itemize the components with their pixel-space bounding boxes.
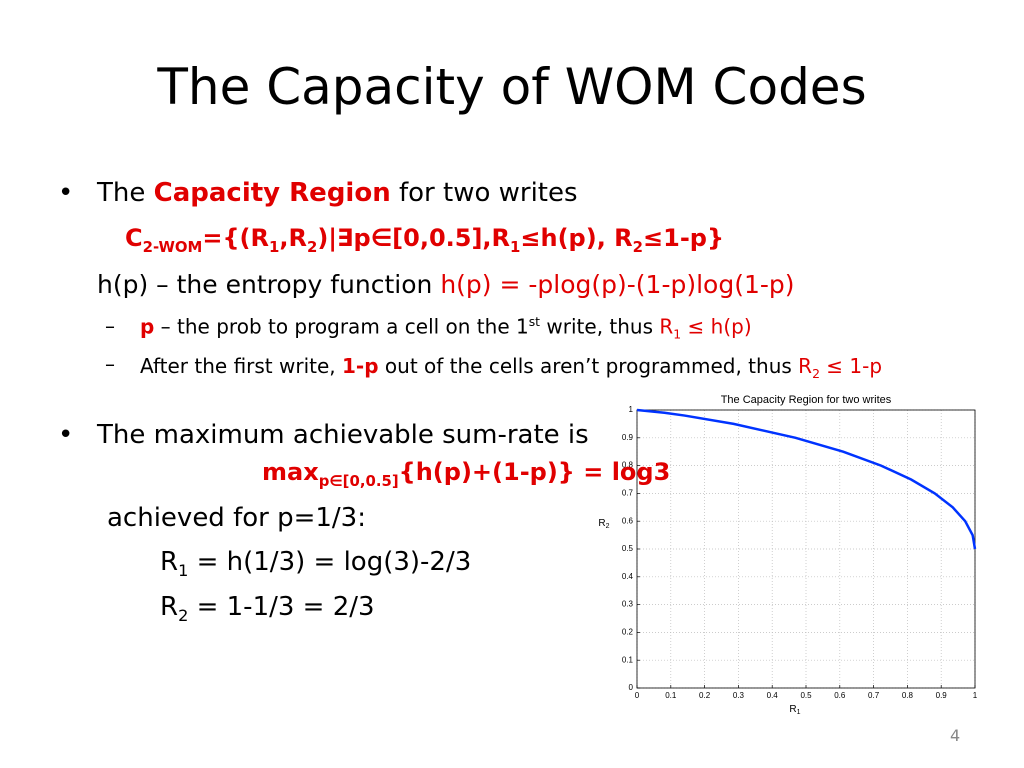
x-tick-label: 0.6 — [834, 691, 846, 700]
x-tick-label: 0.2 — [699, 691, 711, 700]
y-tick-label: 0.1 — [622, 655, 634, 664]
text: ≤h(p), R — [520, 224, 633, 252]
formula: C2-WOM={(R1,R2)|∃p∈[0,0.5],R1≤h(p), R2≤1… — [125, 224, 724, 256]
text-line: After the first write, 1-p out of the ce… — [140, 352, 980, 388]
y-tick-label: 0.9 — [622, 433, 634, 442]
x-tick-label: 0.7 — [868, 691, 880, 700]
x-label-sub: 1 — [797, 709, 801, 715]
y-label-part: R — [598, 518, 605, 529]
text: R — [659, 314, 674, 339]
y-tick-label: 0 — [629, 683, 634, 692]
x-tick-label: 0.5 — [800, 691, 812, 700]
chart: The Capacity Region for two writes R1 R2… — [590, 385, 990, 715]
subscript: 2 — [812, 366, 820, 381]
text: R — [160, 547, 179, 577]
bullet: • — [58, 420, 74, 450]
text: ≤ 1-p — [819, 354, 883, 378]
text: ≤ h(p) — [681, 314, 752, 339]
text: p — [140, 314, 155, 339]
subscript: 2 — [306, 237, 318, 256]
dash: – — [105, 314, 115, 338]
subscript: 1 — [178, 561, 189, 581]
text: 1-p — [342, 354, 379, 378]
x-axis-label: R1 — [789, 704, 800, 715]
x-tick-label: 0.8 — [902, 691, 914, 700]
text: h(p) – the entropy function — [97, 270, 441, 299]
text: write, thus — [540, 314, 660, 339]
y-label-sub: 2 — [606, 523, 610, 530]
text: ≤1-p} — [643, 224, 725, 252]
x-tick-label: 1 — [973, 691, 978, 700]
text: = 1-1/3 = 2/3 — [188, 592, 375, 622]
subscript: 2-WOM — [142, 237, 203, 256]
x-tick-label: 0.4 — [767, 691, 779, 700]
superscript: st — [528, 314, 541, 329]
text: C — [125, 224, 143, 252]
y-tick-label: 1 — [629, 405, 634, 414]
text: – the prob to program a cell on the 1 — [154, 314, 529, 339]
slide-title: The Capacity of WOM Codes — [157, 58, 867, 116]
x-tick-label: 0 — [635, 691, 640, 700]
text: for two writes — [390, 178, 578, 208]
formula: maxp∈[0,0.5]{h(p)+(1-p)} = log3 — [262, 458, 670, 490]
x-label-part: R — [789, 704, 796, 715]
text-line: The maximum achievable sum-rate is — [97, 420, 589, 450]
subscript: 1 — [510, 237, 521, 256]
text-line: achieved for p=1/3: — [107, 503, 366, 533]
text: )|∃p∈[0,0.5],R — [317, 224, 511, 252]
text: ,R — [279, 224, 307, 252]
bullet: • — [58, 178, 74, 208]
text: Capacity Region — [153, 178, 391, 208]
y-tick-label: 0.7 — [622, 489, 634, 498]
subscript: 1 — [673, 326, 682, 342]
text: The — [97, 178, 154, 208]
y-tick-label: 0.3 — [622, 600, 634, 609]
x-tick-label: 0.9 — [936, 691, 948, 700]
subscript: 2 — [178, 606, 189, 626]
text: = h(1/3) = log(3)-2/3 — [188, 547, 472, 577]
y-tick-label: 0.2 — [622, 628, 634, 637]
text-line: R1 = h(1/3) = log(3)-2/3 — [160, 547, 471, 580]
chart-title: The Capacity Region for two writes — [721, 394, 892, 406]
dash: – — [105, 352, 115, 376]
y-tick-label: 0.5 — [622, 544, 634, 553]
page-number: 4 — [950, 726, 961, 745]
text-line: h(p) – the entropy function h(p) = -plog… — [97, 270, 795, 299]
text: out of the cells aren’t programmed, thus — [378, 354, 799, 378]
x-tick-label: 0.1 — [665, 691, 677, 700]
x-tick-label: 0.3 — [733, 691, 745, 700]
subscript: 2 — [632, 237, 644, 256]
text-line: R2 = 1-1/3 = 2/3 — [160, 592, 375, 625]
text: h(p) = -plog(p)-(1-p)log(1-p) — [440, 270, 795, 299]
curve — [636, 408, 977, 550]
y-tick-label: 0.6 — [622, 516, 634, 525]
y-axis-label: R2 — [598, 518, 609, 530]
text: {h(p)+(1-p)} = log3 — [398, 458, 671, 486]
text-line: p – the prob to program a cell on the 1s… — [140, 314, 752, 342]
text: R — [798, 354, 813, 378]
text: ={(R — [202, 224, 269, 252]
text: max — [262, 458, 319, 486]
text: After the first write, — [140, 354, 343, 378]
text: R — [160, 592, 179, 622]
subscript: p∈[0,0.5] — [318, 471, 399, 490]
chart-background — [590, 385, 990, 715]
y-tick-label: 0.4 — [622, 572, 634, 581]
y-tick-label: 0.8 — [622, 461, 634, 470]
text-line: The Capacity Region for two writes — [97, 178, 578, 208]
subscript: 1 — [269, 237, 280, 256]
